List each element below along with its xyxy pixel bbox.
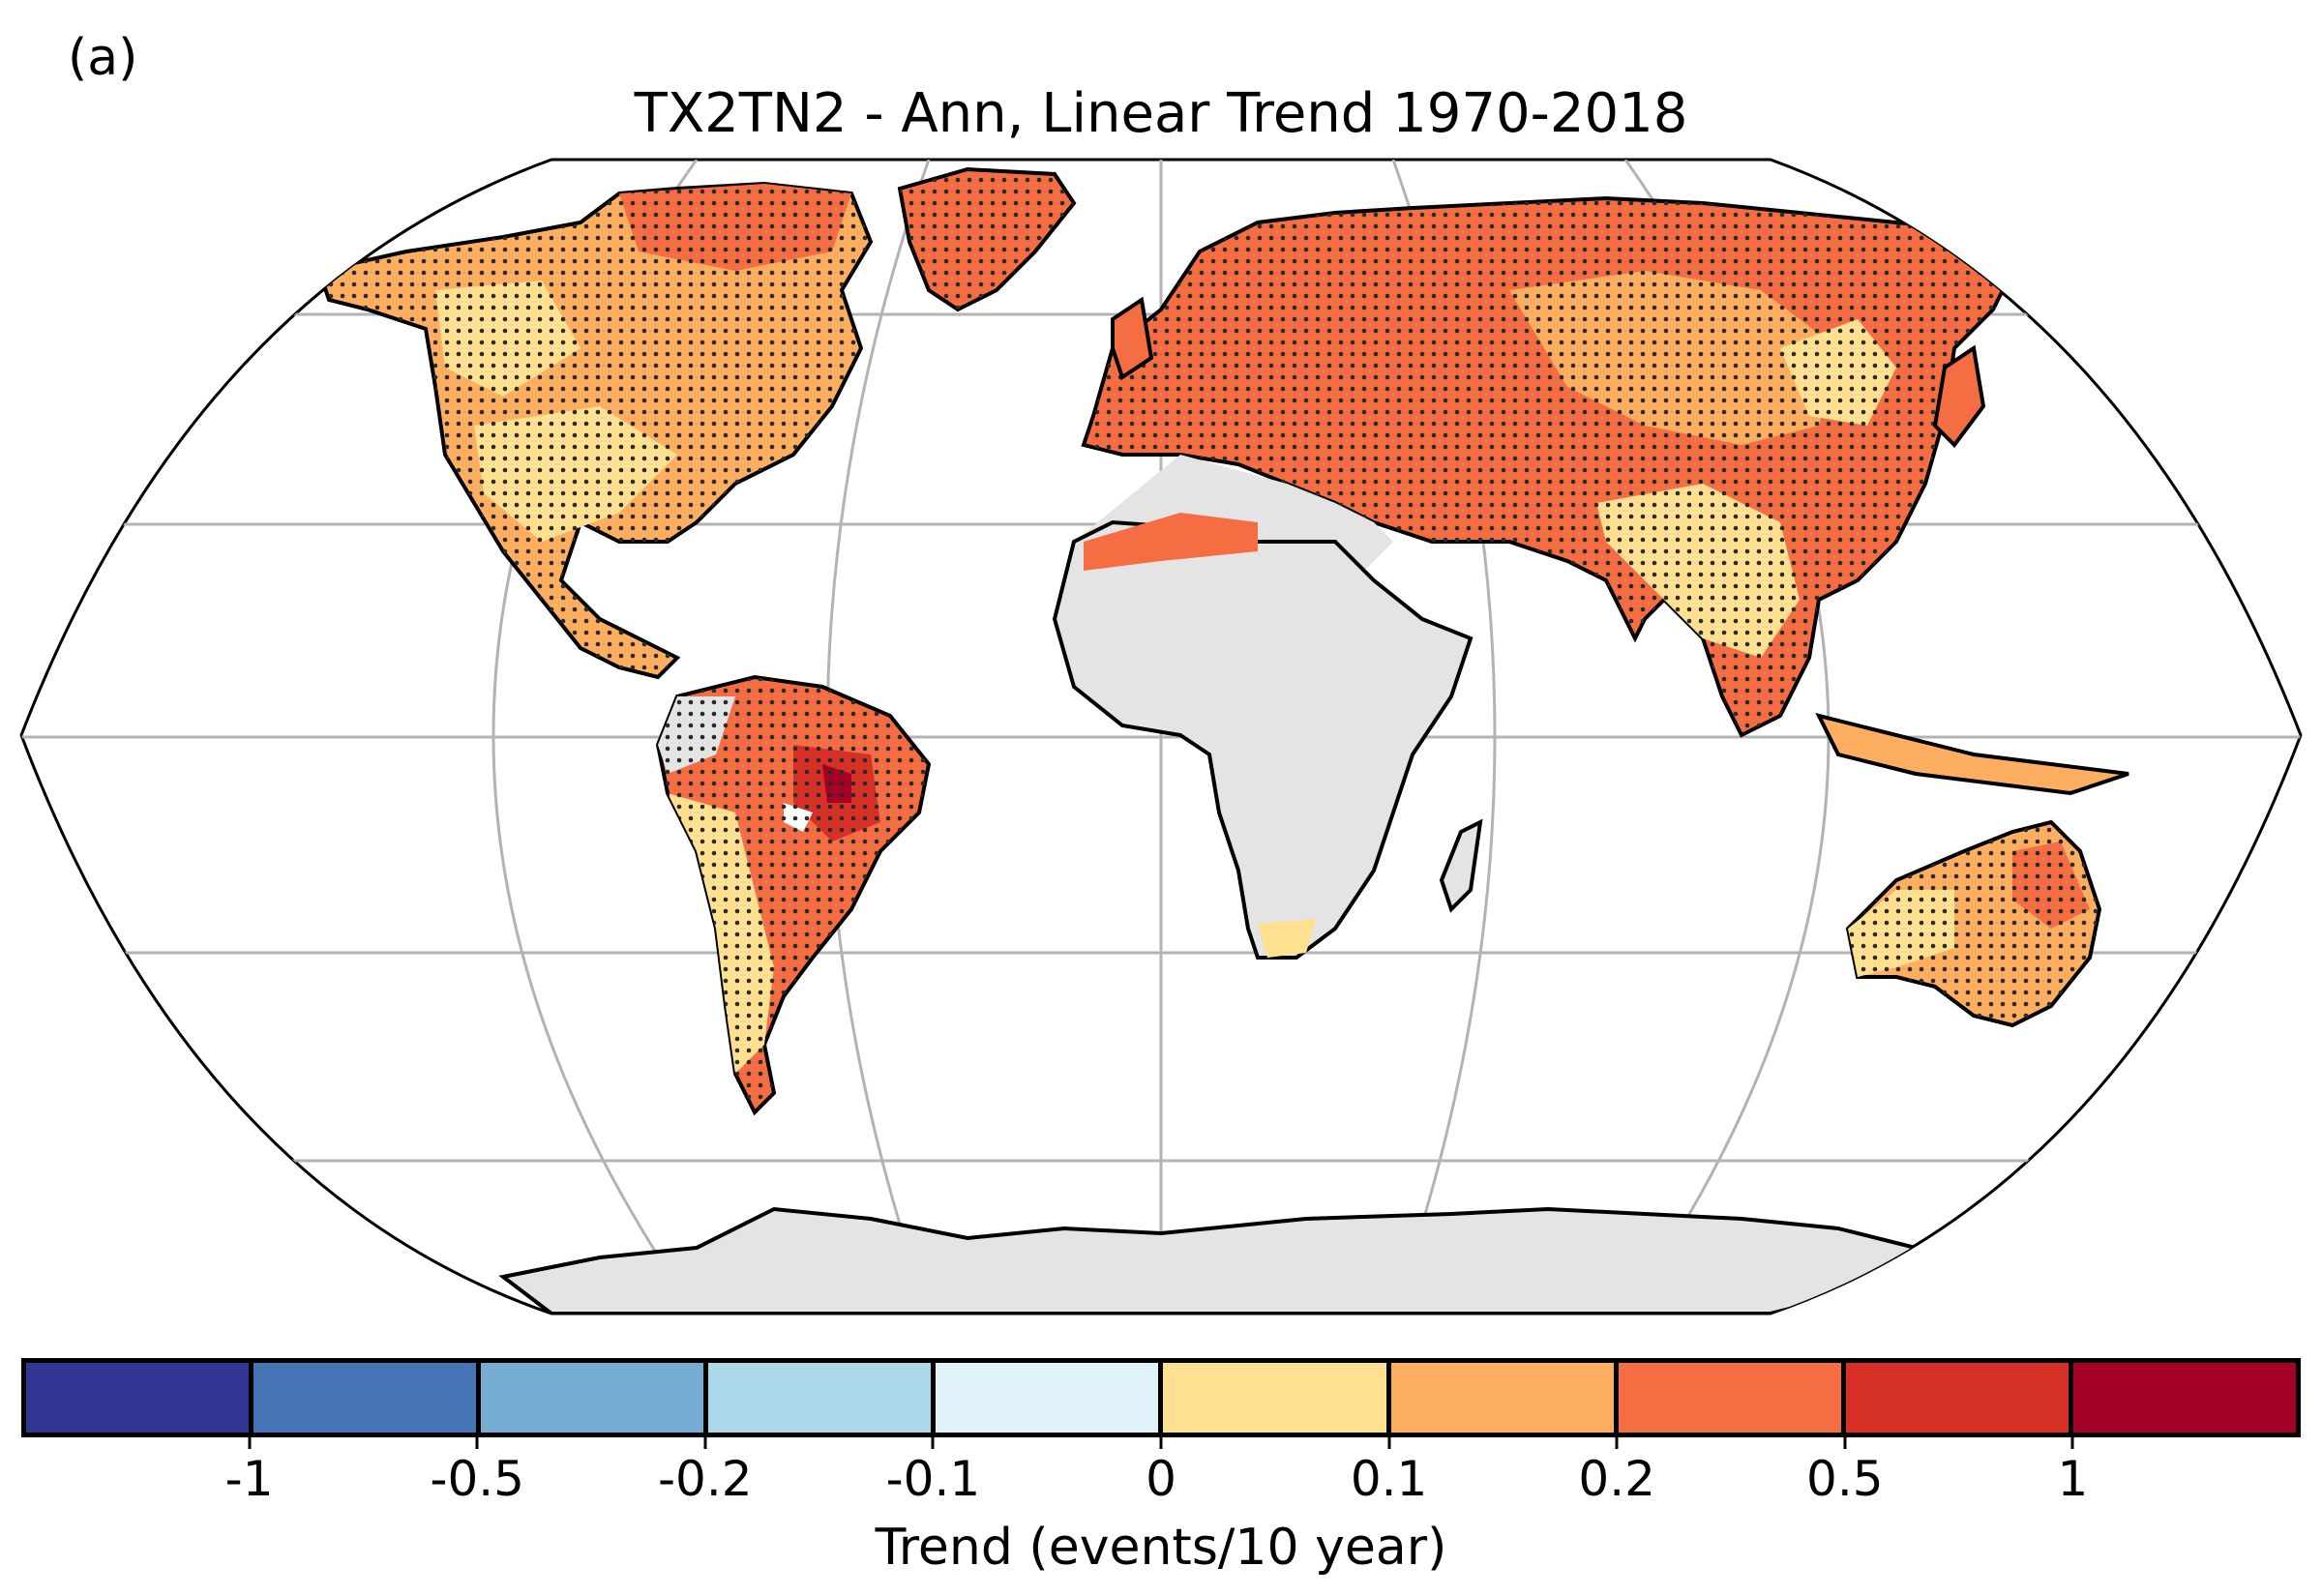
colorbar-tick-mark <box>931 1437 935 1449</box>
colorbar-bins <box>21 1358 2301 1437</box>
colorbar-bin <box>1618 1363 1846 1433</box>
colorbar-tick-mark <box>475 1437 479 1449</box>
colorbar-tick-label: 0.2 <box>1578 1451 1655 1507</box>
colorbar-bin <box>1845 1363 2073 1433</box>
colorbar-tick-label: -0.2 <box>658 1451 753 1507</box>
colorbar-tick-mark <box>1615 1437 1619 1449</box>
world-map <box>19 158 2303 1315</box>
colorbar-tick-label: -0.1 <box>885 1451 981 1507</box>
map-title: TX2TN2 - Ann, Linear Trend 1970-2018 <box>634 82 1688 145</box>
colorbar-tick-mark <box>1843 1437 1847 1449</box>
colorbar-tick-label: 0.1 <box>1350 1451 1428 1507</box>
colorbar-bin <box>253 1363 482 1433</box>
colorbar-tick-label: 1 <box>2057 1451 2089 1507</box>
colorbar <box>21 1358 2301 1437</box>
colorbar-bin <box>1163 1363 1391 1433</box>
colorbar-tick-label: -1 <box>224 1451 274 1507</box>
colorbar-tick-mark <box>1159 1437 1163 1449</box>
colorbar-label: Trend (events/10 year) <box>875 1519 1447 1577</box>
colorbar-bin <box>708 1363 937 1433</box>
colorbar-bin <box>936 1363 1164 1433</box>
colorbar-tick-mark <box>703 1437 707 1449</box>
japan <box>1932 344 1986 449</box>
colorbar-bin <box>481 1363 709 1433</box>
colorbar-tick-label: 0.5 <box>1806 1451 1884 1507</box>
colorbar-bin <box>2072 1363 2296 1433</box>
colorbar-tick-mark <box>248 1437 252 1449</box>
colorbar-tick-label: -0.5 <box>430 1451 524 1507</box>
madagascar <box>1439 818 1483 913</box>
colorbar-bin <box>1390 1363 1619 1433</box>
maritime-asia <box>1815 713 2129 796</box>
colorbar-tick-mark <box>1387 1437 1391 1449</box>
british-isles <box>1111 296 1154 381</box>
colorbar-bin <box>26 1363 254 1433</box>
colorbar-tick-label: 0 <box>1146 1451 1176 1507</box>
colorbar-tick-mark <box>2070 1437 2074 1449</box>
panel-label: (a) <box>68 29 138 87</box>
africa <box>1052 519 1474 960</box>
